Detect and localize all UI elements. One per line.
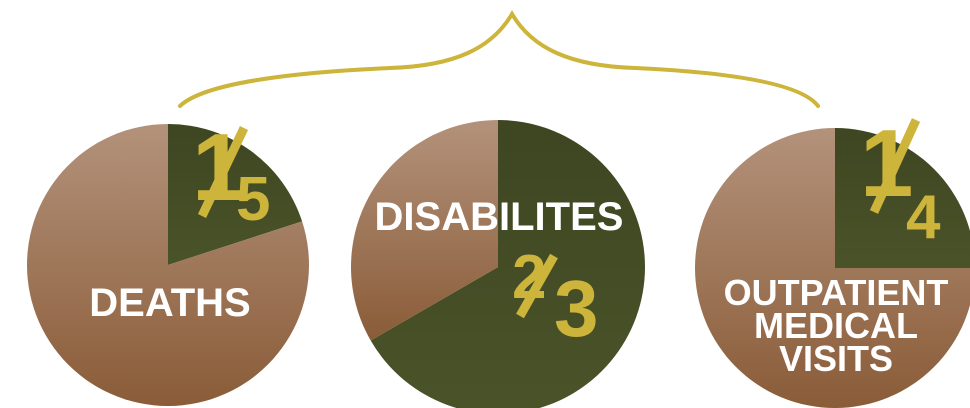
pie-chart-1: 15 DEATHS bbox=[27, 114, 309, 406]
pie-category-label-line: DISABILITES bbox=[375, 195, 624, 239]
pie-category-label: DISABILITES bbox=[375, 195, 624, 239]
pie-category-label-line: DEATHS bbox=[89, 281, 250, 325]
pie-category-label: DEATHS bbox=[89, 281, 250, 325]
pie-category-label-line: VISITS bbox=[779, 338, 893, 379]
fraction-denominator: 3 bbox=[554, 264, 599, 353]
fraction-label: 15 bbox=[192, 114, 270, 234]
fraction-denominator: 5 bbox=[236, 165, 270, 234]
fraction-denominator: 4 bbox=[906, 183, 941, 252]
grouping-brace bbox=[180, 14, 818, 106]
